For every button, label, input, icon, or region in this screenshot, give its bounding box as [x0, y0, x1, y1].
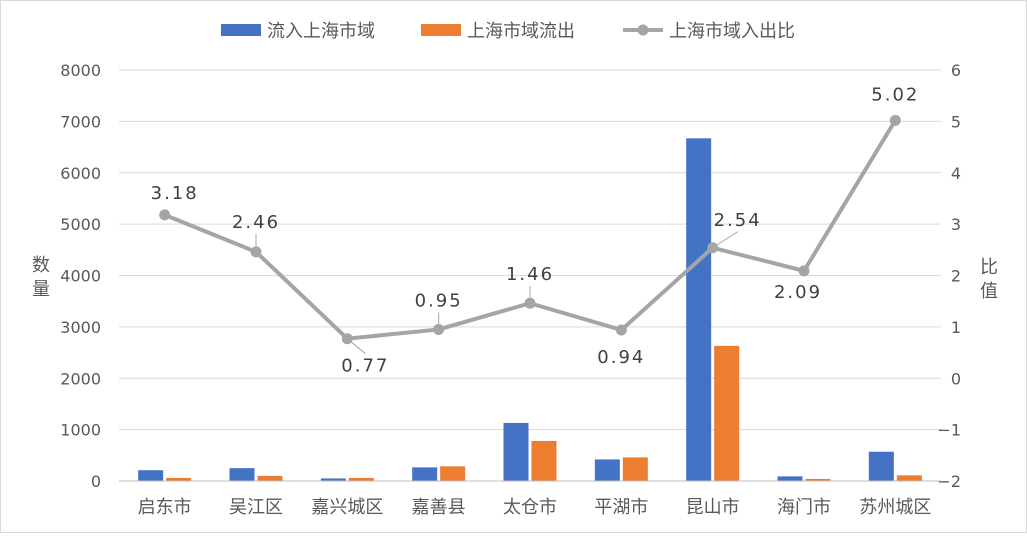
data-label-leader [347, 338, 366, 355]
bar-inflow [320, 478, 346, 481]
y-right-tick-label: 3 [951, 215, 961, 234]
bar-outflow [714, 345, 740, 481]
y-left-tick-label: 6000 [60, 164, 101, 183]
x-tick-label: 昆山市 [686, 497, 740, 518]
bar-inflow [503, 422, 529, 481]
legend-marker [637, 24, 649, 36]
bar-outflow [805, 478, 831, 481]
ratio-marker [798, 265, 810, 277]
y-left-axis-title: 数 [32, 255, 50, 276]
ratio-data-label: 2.09 [774, 282, 822, 303]
bar-outflow [257, 475, 283, 481]
ratio-data-label: 0.94 [597, 347, 645, 368]
y-right-tick-label: 1 [951, 318, 961, 337]
y-left-tick-label: 2000 [60, 369, 101, 388]
ratio-marker [615, 324, 627, 336]
y-right-tick-label: −2 [937, 472, 961, 491]
legend-swatch [421, 24, 461, 36]
y-right-tick-label: 5 [951, 112, 961, 131]
y-right-tick-label: 2 [951, 267, 961, 286]
ratio-data-label: 0.77 [341, 356, 389, 377]
y-left-tick-label: 7000 [60, 112, 101, 131]
y-right-tick-label: 4 [951, 164, 961, 183]
ratio-data-label: 5.02 [871, 84, 919, 105]
y-left-tick-label: 0 [91, 472, 101, 491]
x-tick-label: 平湖市 [594, 497, 648, 518]
y-right-tick-label: 6 [951, 61, 961, 80]
ratio-data-label: 0.95 [415, 290, 463, 311]
bar-inflow [686, 138, 712, 482]
y-left-axis-title: 量 [32, 279, 50, 300]
bar-outflow [440, 466, 466, 481]
bar-outflow [348, 477, 374, 481]
bar-outflow [531, 440, 557, 481]
y-right-tick-label: −1 [937, 421, 961, 440]
bar-outflow [166, 477, 192, 481]
bar-inflow [412, 467, 438, 481]
legend-label: 上海市域入出比 [669, 21, 795, 42]
y-right-tick-label: 0 [951, 369, 961, 388]
bar-outflow [896, 475, 922, 481]
ratio-data-label: 3.18 [151, 183, 199, 204]
y-left-tick-label: 8000 [60, 61, 101, 80]
ratio-data-label: 2.54 [714, 210, 762, 231]
x-tick-label: 启东市 [138, 497, 192, 518]
x-tick-label: 苏州城区 [859, 497, 931, 518]
ratio-data-label: 2.46 [232, 212, 280, 233]
bar-inflow [594, 459, 620, 481]
bar-inflow [868, 451, 894, 481]
y-left-tick-label: 3000 [60, 318, 101, 337]
legend-swatch [221, 24, 261, 36]
bar-inflow [777, 476, 803, 481]
bar-inflow [229, 468, 255, 481]
ratio-data-label: 1.46 [506, 264, 554, 285]
ratio-marker [889, 114, 901, 126]
y-right-axis-title: 比 [980, 257, 998, 278]
x-tick-label: 吴江区 [229, 497, 283, 518]
ratio-marker [159, 209, 171, 221]
x-tick-label: 嘉善县 [412, 497, 466, 518]
legend-label: 上海市域流出 [467, 21, 575, 42]
y-left-tick-label: 5000 [60, 215, 101, 234]
bar-inflow [138, 470, 164, 481]
y-left-tick-label: 1000 [60, 421, 101, 440]
y-right-axis-title: 值 [980, 281, 998, 302]
x-tick-label: 太仓市 [503, 497, 557, 518]
legend-label: 流入上海市域 [267, 21, 375, 42]
bar-outflow [622, 457, 648, 481]
y-left-tick-label: 4000 [60, 267, 101, 286]
x-tick-label: 嘉兴城区 [311, 497, 383, 518]
x-tick-label: 海门市 [777, 497, 831, 518]
data-label-leader [712, 231, 738, 249]
